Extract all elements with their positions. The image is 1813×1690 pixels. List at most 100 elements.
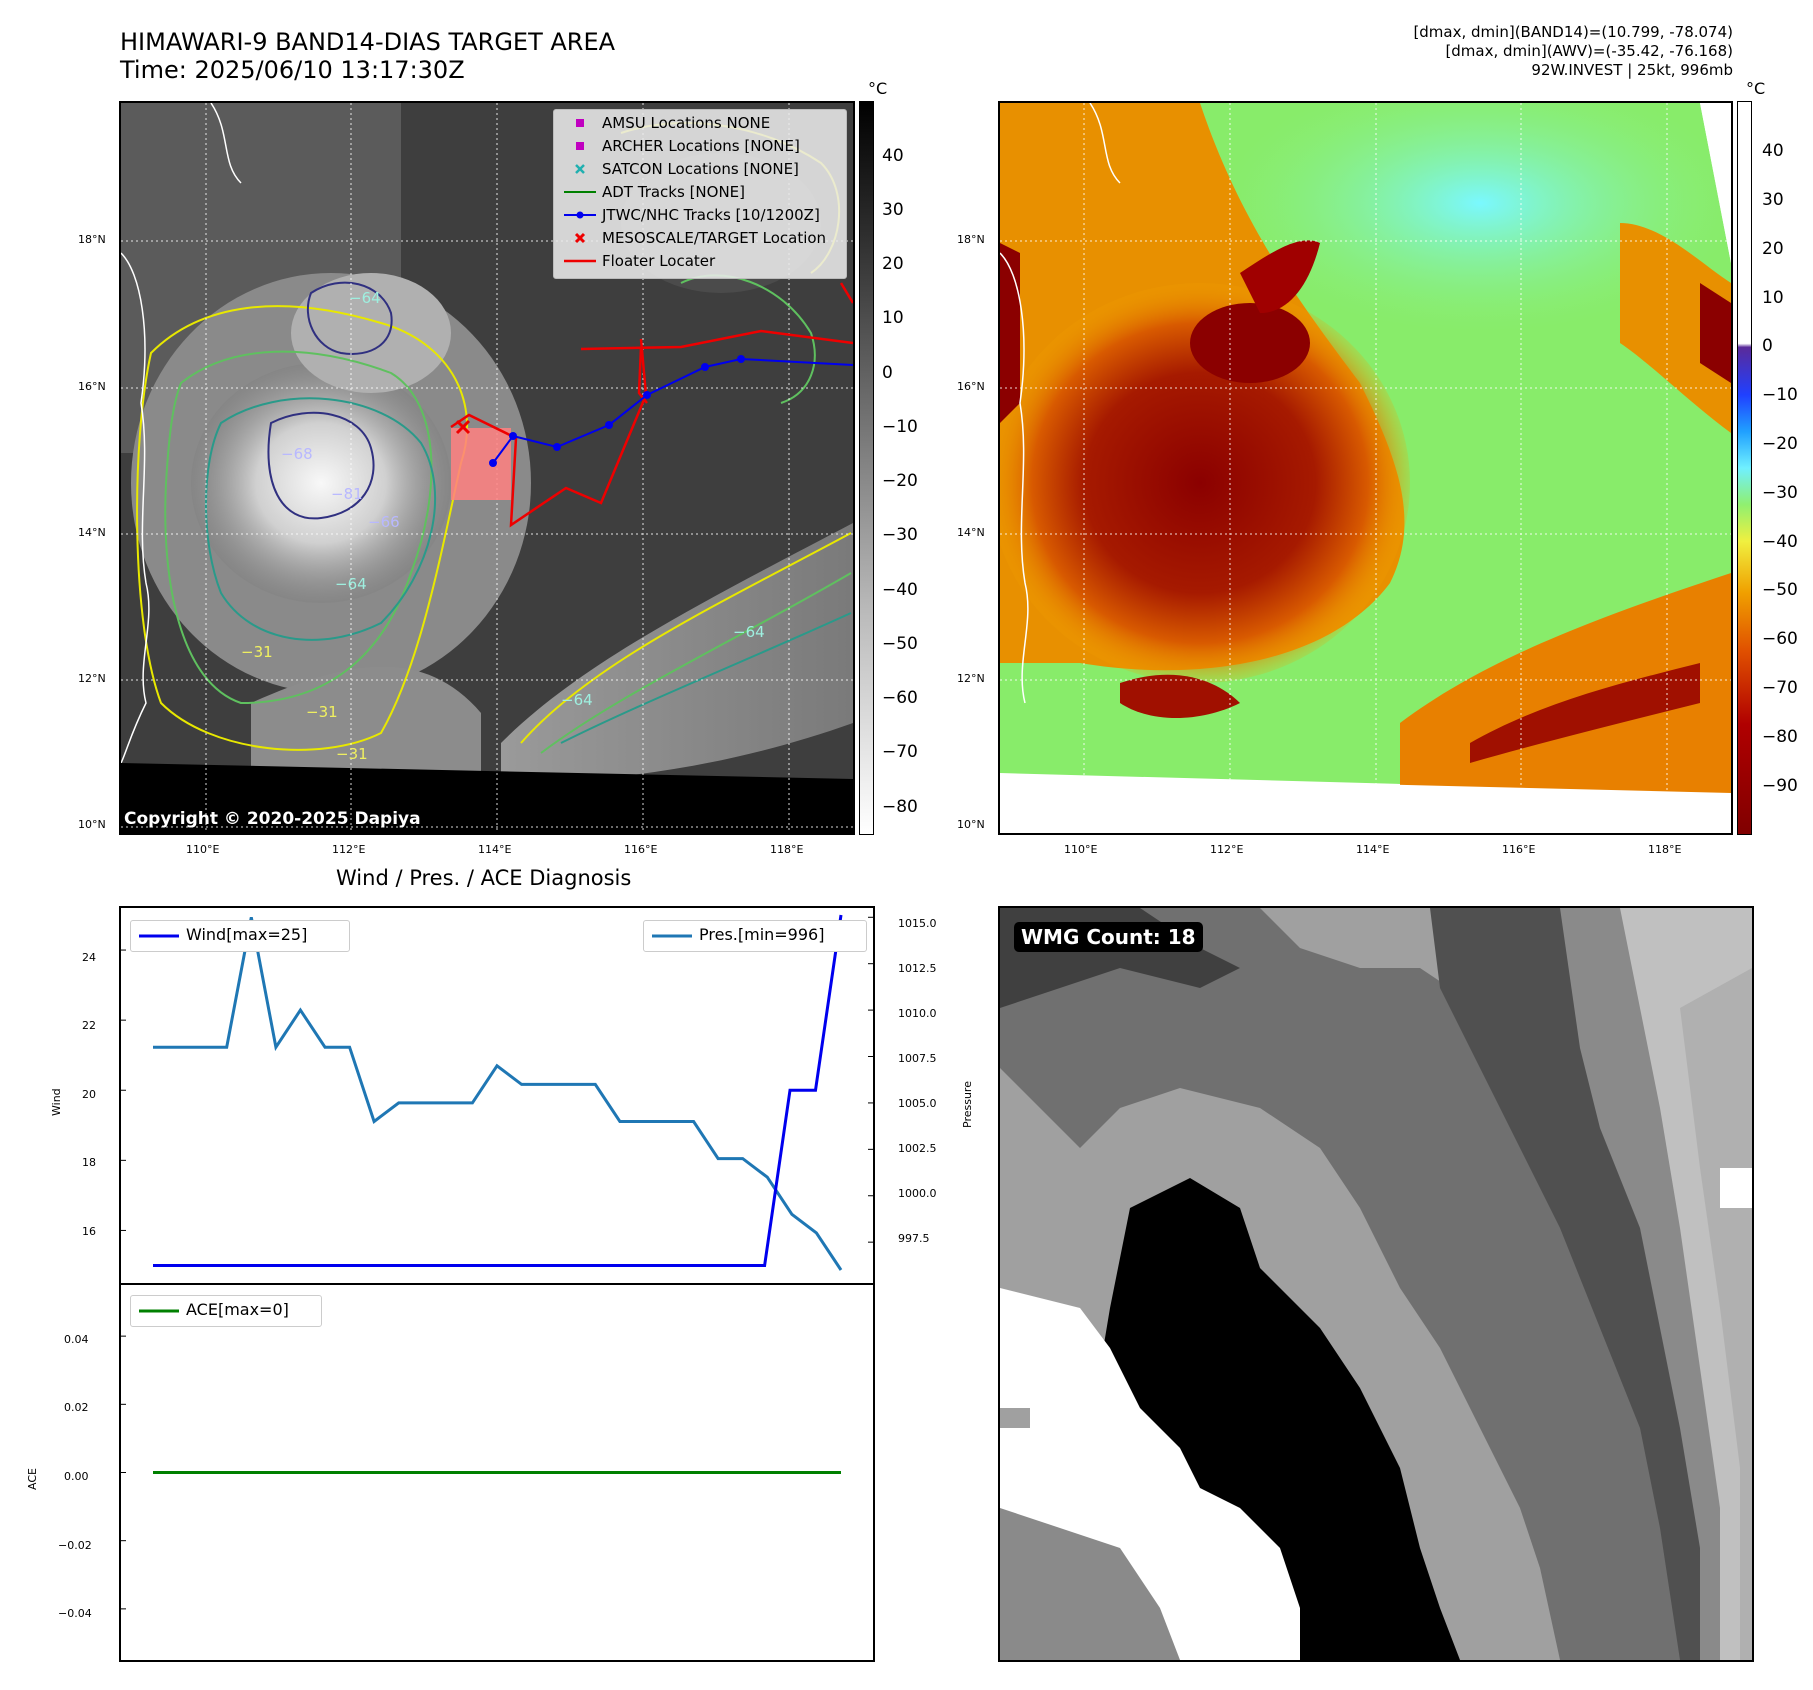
floater-track: [450, 338, 648, 528]
pressure-series-line: [153, 917, 843, 1271]
colorbar-tick: −70: [882, 742, 918, 762]
contour-label: −68: [281, 445, 313, 463]
colorbar-tick: −50: [1762, 580, 1798, 600]
map-legend: AMSU Locations NONE ARCHER Locations [NO…: [553, 109, 847, 279]
lon-tick: 114°E: [1356, 843, 1390, 856]
ace-tick: 0.00: [64, 1470, 89, 1483]
wind-tick: 22: [82, 1019, 96, 1032]
lat-tick: 10°N: [78, 818, 106, 831]
lon-tick: 112°E: [1210, 843, 1244, 856]
wind-tick: 24: [82, 951, 96, 964]
lon-tick: 116°E: [1502, 843, 1536, 856]
colorbar-tick: −60: [882, 688, 918, 708]
mesoscale-target-marker: [455, 419, 471, 435]
colorbar-tick: −40: [1762, 532, 1798, 552]
lat-tick: 12°N: [957, 672, 985, 685]
pressure-tick: 1000.0: [898, 1187, 937, 1200]
awv-colorbar-unit: °C: [1746, 79, 1766, 98]
legend-item-jtwc: JTWC/NHC Tracks [10/1200Z]: [554, 204, 846, 226]
legend-item-mesoscale: MESOSCALE/TARGET Location: [554, 227, 846, 249]
colorbar-tick: 30: [882, 200, 904, 220]
ace-legend: ACE[max=0]: [130, 1295, 322, 1327]
ace-tick: 0.04: [64, 1333, 89, 1346]
colorbar-tick: 20: [882, 254, 904, 274]
ace-tick: 0.02: [64, 1401, 89, 1414]
wind-series-line: [153, 914, 843, 1267]
wind-tick: 20: [82, 1088, 96, 1101]
wind-legend-label: Wind[max=25]: [186, 925, 308, 944]
map-title-line1: HIMAWARI-9 BAND14-DIAS TARGET AREA: [120, 28, 616, 56]
colorbar-tick: −90: [1762, 776, 1798, 796]
wind-axis-label: Wind: [50, 1088, 63, 1116]
wind-legend: Wind[max=25]: [130, 920, 350, 952]
pressure-tick: 1015.0: [898, 917, 937, 930]
awv-map-panel: [998, 101, 1733, 835]
wind-tick: 18: [82, 1156, 96, 1169]
colorbar-tick: 40: [882, 146, 904, 166]
ace-plot: [121, 1335, 841, 1610]
ir-colorbar-unit: °C: [868, 79, 888, 98]
colorbar-tick: 10: [882, 308, 904, 328]
lat-tick: 12°N: [78, 672, 106, 685]
pressure-legend-label: Pres.[min=996]: [699, 925, 825, 944]
legend-item-archer: ARCHER Locations [NONE]: [554, 135, 846, 157]
awv-map-imagery: [1000, 103, 1731, 833]
contour-label: −31: [336, 745, 368, 763]
lon-tick: 110°E: [186, 843, 220, 856]
colorbar-tick: 30: [1762, 190, 1784, 210]
wmg-count-label: WMG Count: 18: [1014, 922, 1203, 952]
ace-legend-label: ACE[max=0]: [186, 1300, 289, 1319]
colorbar-tick: −10: [1762, 385, 1798, 405]
lat-tick: 10°N: [957, 818, 985, 831]
pressure-tick: 1007.5: [898, 1052, 937, 1065]
copyright-text: Copyright © 2020-2025 Dapiya: [124, 809, 421, 829]
colorbar-tick: 10: [1762, 288, 1784, 308]
colorbar-tick: −80: [1762, 727, 1798, 747]
lat-tick: 18°N: [78, 233, 106, 246]
pressure-tick: 1005.0: [898, 1097, 937, 1110]
info-line1: [dmax, dmin](BAND14)=(10.799, -78.074): [1413, 23, 1733, 41]
colorbar-tick: −60: [1762, 629, 1798, 649]
info-line3: 92W.INVEST | 25kt, 996mb: [1531, 61, 1733, 79]
contour-label: −64: [733, 623, 765, 641]
colorbar-tick: −80: [882, 797, 918, 817]
colorbar-tick: 20: [1762, 239, 1784, 259]
legend-item-satcon: SATCON Locations [NONE]: [554, 158, 846, 180]
wmg-imagery: [1000, 908, 1752, 1660]
contour-label: −66: [368, 513, 400, 531]
lon-tick: 114°E: [478, 843, 512, 856]
lon-tick: 118°E: [1648, 843, 1682, 856]
colorbar-tick: −30: [1762, 483, 1798, 503]
lat-tick: 18°N: [957, 233, 985, 246]
map-title-line2: Time: 2025/06/10 13:17:30Z: [120, 56, 465, 84]
info-line2: [dmax, dmin](AWV)=(-35.42, -76.168): [1445, 42, 1733, 60]
lon-tick: 110°E: [1064, 843, 1098, 856]
colorbar-tick: −20: [1762, 434, 1798, 454]
colorbar-tick: 0: [882, 363, 893, 383]
legend-item-adt: ADT Tracks [NONE]: [564, 183, 746, 201]
colorbar-tick: −50: [882, 634, 918, 654]
target-area-box: [451, 428, 511, 500]
pressure-axis-label: Pressure: [961, 1081, 974, 1128]
contour-label: −81: [331, 485, 363, 503]
legend-item-amsu: AMSU Locations NONE: [554, 112, 846, 134]
contour-label: −31: [306, 703, 338, 721]
contour-label: −64: [335, 575, 367, 593]
lat-tick: 14°N: [78, 526, 106, 539]
colorbar-tick: −30: [882, 525, 918, 545]
legend-item-floater: Floater Locater: [564, 252, 716, 270]
colorbar-tick: −10: [882, 417, 918, 437]
ir-map-panel: −64 −81 −66 −68 −31 −64 −31 −64 −31 −64 …: [119, 101, 855, 835]
diagnosis-title: Wind / Pres. / ACE Diagnosis: [336, 866, 632, 890]
jtwc-track: [492, 357, 853, 464]
pressure-tick: 1010.0: [898, 1007, 937, 1020]
ir-colorbar: [859, 101, 874, 835]
lon-tick: 112°E: [332, 843, 366, 856]
wind-pressure-plot: [121, 914, 873, 1271]
pressure-tick: 1012.5: [898, 962, 937, 975]
pressure-legend: Pres.[min=996]: [643, 920, 867, 952]
wind-tick: 16: [82, 1225, 96, 1238]
wind-pressure-panel: Wind[max=25] Pres.[min=996]: [119, 906, 875, 1285]
colorbar-tick: 0: [1762, 336, 1773, 356]
lon-tick: 118°E: [770, 843, 804, 856]
